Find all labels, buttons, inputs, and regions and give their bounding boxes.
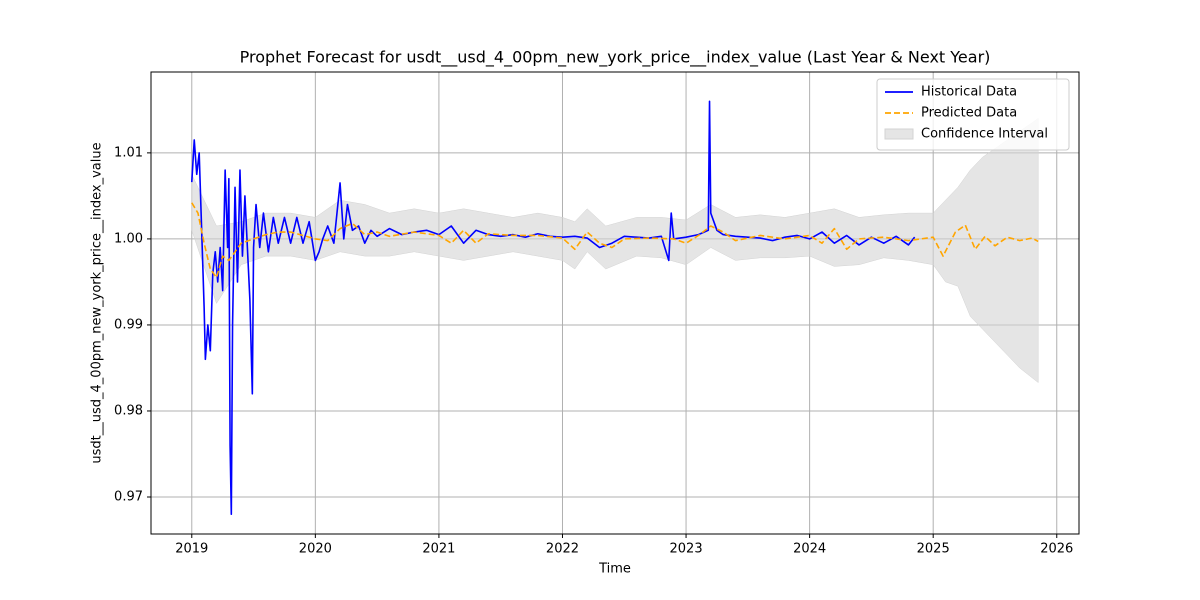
x-tick-label: 2025	[917, 542, 950, 557]
x-tick-label: 2024	[793, 542, 826, 557]
y-tick-label: 0.97	[114, 490, 143, 505]
confidence-band	[191, 117, 1039, 384]
x-axis-label: Time	[598, 562, 631, 577]
axes-frame	[150, 71, 1080, 535]
series-group	[190, 100, 1039, 516]
legend-label: Confidence Interval	[921, 127, 1048, 142]
x-tick-label: 2022	[546, 542, 579, 557]
x-tick-label: 2020	[299, 542, 332, 557]
legend: Historical Data Predicted Data Confidence …	[876, 78, 1070, 151]
x-tick-label: 2019	[175, 542, 208, 557]
legend-label: Predicted Data	[921, 106, 1017, 121]
legend-swatch	[884, 128, 914, 140]
line-series	[190, 100, 916, 516]
x-tick-label: 2026	[1040, 542, 1073, 557]
y-tick-label: 1.00	[114, 231, 143, 246]
legend-label: Historical Data	[921, 85, 1017, 100]
chart-title: Prophet Forecast for usdt__usd_4_00pm_ne…	[240, 48, 991, 68]
x-tick-label: 2023	[670, 542, 703, 557]
legend-box	[876, 78, 1070, 151]
y-axis-label: usdt__usd_4_00pm_new_york_price__index_v…	[90, 142, 105, 463]
y-tick-label: 0.98	[114, 403, 143, 418]
y-tick-label: 0.99	[114, 317, 143, 332]
plot-area: 2019 2020 2021 2022 2023 2024 2025 2026 0.97 0.98…	[114, 72, 1079, 557]
y-tick-label: 1.01	[114, 145, 143, 160]
x-tick-label: 2021	[422, 542, 455, 557]
